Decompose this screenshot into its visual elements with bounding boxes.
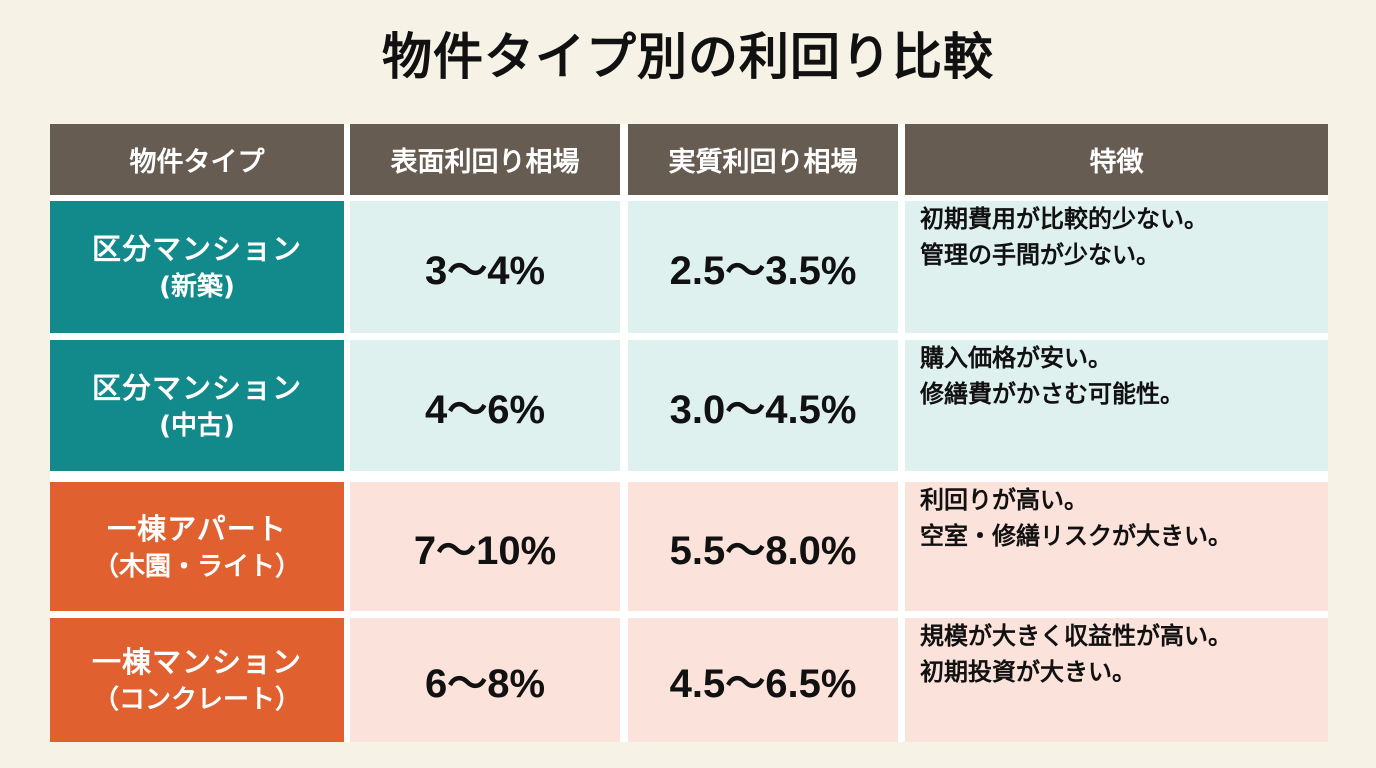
net-yield-value: 3.0〜4.5% bbox=[628, 340, 898, 471]
table-row: 一棟マンション （コンクレート） 6〜8% 4.5〜6.5% 規模が大きく収益性… bbox=[50, 618, 1328, 742]
yield-comparison-table: 物件タイプ 表面利回り相場 実質利回り相場 特徴 区分マンション (新築) 3〜… bbox=[50, 124, 1328, 742]
net-yield-value: 5.5〜8.0% bbox=[628, 482, 898, 611]
table-row: 区分マンション (新築) 3〜4% 2.5〜3.5% 初期費用が比較的少ない。 … bbox=[50, 201, 1328, 333]
property-type-cell: 区分マンション (中古) bbox=[50, 340, 344, 471]
property-type-name: 一棟マンション bbox=[91, 645, 302, 679]
property-type-subtitle: (新築) bbox=[159, 272, 235, 302]
property-type-cell: 区分マンション (新築) bbox=[50, 201, 344, 333]
features-cell: 初期費用が比較的少ない。 管理の手間が少ない。 bbox=[905, 201, 1328, 333]
surface-yield-value: 6〜8% bbox=[350, 618, 620, 742]
property-type-name: 区分マンション bbox=[91, 232, 302, 266]
feature-line: 利回りが高い。 bbox=[920, 486, 1088, 514]
property-type-name: 区分マンション bbox=[91, 370, 302, 405]
feature-line: 空室・修繕リスクが大きい。 bbox=[920, 522, 1232, 550]
features-cell: 利回りが高い。 空室・修繕リスクが大きい。 bbox=[905, 482, 1328, 611]
surface-yield-value: 4〜6% bbox=[350, 340, 620, 471]
feature-line: 初期投資が大きい。 bbox=[920, 658, 1136, 686]
feature-line: 規模が大きく収益性が高い。 bbox=[920, 622, 1232, 650]
feature-line: 初期費用が比較的少ない。 bbox=[920, 205, 1208, 233]
table-row: 区分マンション (中古) 4〜6% 3.0〜4.5% 購入価格が安い。 修繕費が… bbox=[50, 340, 1328, 471]
property-type-subtitle: （木園・ライト） bbox=[92, 551, 301, 582]
header-surface-yield: 表面利回り相場 bbox=[350, 124, 620, 195]
surface-yield-value: 7〜10% bbox=[350, 482, 620, 611]
property-type-cell: 一棟アパート （木園・ライト） bbox=[50, 482, 344, 611]
net-yield-value: 4.5〜6.5% bbox=[628, 618, 898, 742]
feature-line: 修繕費がかさむ可能性。 bbox=[920, 380, 1184, 408]
table-header-row: 物件タイプ 表面利回り相場 実質利回り相場 特徴 bbox=[50, 124, 1328, 195]
surface-yield-value: 3〜4% bbox=[350, 201, 620, 333]
header-property-type: 物件タイプ bbox=[50, 124, 344, 195]
features-cell: 規模が大きく収益性が高い。 初期投資が大きい。 bbox=[905, 618, 1328, 742]
property-type-name: 一棟アパート bbox=[107, 511, 287, 546]
property-type-cell: 一棟マンション （コンクレート） bbox=[50, 618, 344, 742]
feature-line: 管理の手間が少ない。 bbox=[920, 241, 1160, 269]
page-title: 物件タイプ別の利回り比較 bbox=[382, 28, 994, 86]
header-features: 特徴 bbox=[905, 124, 1328, 195]
feature-line: 購入価格が安い。 bbox=[920, 344, 1112, 372]
table-row: 一棟アパート （木園・ライト） 7〜10% 5.5〜8.0% 利回りが高い。 空… bbox=[50, 482, 1328, 611]
features-cell: 購入価格が安い。 修繕費がかさむ可能性。 bbox=[905, 340, 1328, 471]
property-type-subtitle: (中古) bbox=[159, 410, 235, 441]
net-yield-value: 2.5〜3.5% bbox=[628, 201, 898, 333]
property-type-subtitle: （コンクレート） bbox=[92, 685, 301, 715]
header-net-yield: 実質利回り相場 bbox=[628, 124, 898, 195]
